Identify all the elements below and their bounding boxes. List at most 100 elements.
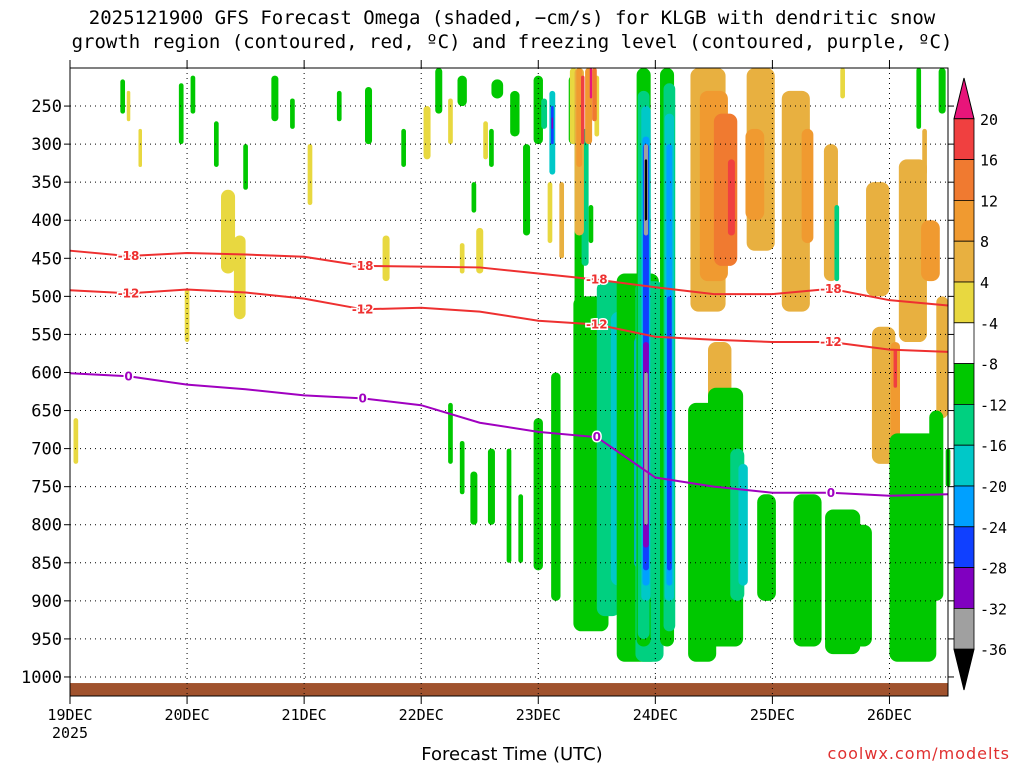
omega-cell <box>221 189 236 274</box>
omega-cell <box>936 296 948 419</box>
omega-cell <box>382 235 390 282</box>
x-tick-label: 25DEC <box>750 706 795 724</box>
colorbar-label: -28 <box>980 560 1007 578</box>
colorbar: 20 16 12 8 4 -4 -8 -12 -16 -20 -24 -28 -32 -36 <box>953 77 1007 691</box>
omega-cell <box>541 98 548 129</box>
colorbar-swatch <box>953 485 975 528</box>
contour-label: 0 <box>358 391 366 405</box>
y-tick-label: 800 <box>31 516 62 536</box>
omega-cell <box>580 75 585 145</box>
colorbar-label: 12 <box>980 192 998 210</box>
omega-cell <box>336 90 342 122</box>
colorbar-swatch <box>953 281 975 324</box>
omega-cell <box>448 98 453 145</box>
omega-cell <box>533 418 543 571</box>
y-tick-label: 900 <box>31 592 62 612</box>
title-line-2: growth region (contoured, red, ºC) and f… <box>71 31 953 53</box>
y-tick-label: 650 <box>31 402 62 422</box>
contour-freezing-level <box>69 372 949 497</box>
omega-cell <box>938 68 946 114</box>
omega-cell <box>667 296 672 571</box>
colorbar-swatch <box>953 444 975 487</box>
omega-cell <box>435 68 443 114</box>
contour-dgz <box>69 288 949 353</box>
omega-cell <box>757 494 776 601</box>
omega-cell <box>518 494 524 563</box>
omega-cell <box>73 418 79 464</box>
omega-cell <box>483 121 488 160</box>
contour-label: 0 <box>593 430 601 444</box>
x-tick-label: 21DEC <box>282 706 327 724</box>
omega-cell <box>401 128 406 167</box>
omega-cell <box>459 243 465 274</box>
x-tick-label: 22DEC <box>399 706 444 724</box>
omega-shading <box>70 68 951 696</box>
colorbar-swatch <box>953 403 975 446</box>
contour-label: -12 <box>118 286 140 300</box>
omega-cell <box>365 87 373 145</box>
omega-cell <box>801 128 814 244</box>
contour-label: -18 <box>118 249 140 263</box>
x-tick-label: 20DEC <box>164 706 209 724</box>
colorbar-swatch <box>953 567 975 609</box>
omega-cell <box>644 159 648 221</box>
omega-cell <box>840 68 845 99</box>
omega-cell <box>916 68 922 129</box>
omega-cell <box>890 342 901 449</box>
omega-cell <box>871 326 896 464</box>
year-label: 2025 <box>52 724 88 742</box>
contour-label: -18 <box>586 273 608 287</box>
omega-cell <box>893 349 898 388</box>
y-tick-label: 250 <box>31 97 62 117</box>
colorbar-label: -36 <box>980 641 1007 659</box>
y-tick-label: 500 <box>31 287 62 307</box>
colorbar-swatch <box>953 240 975 283</box>
colorbar-swatch <box>953 363 975 405</box>
omega-cell <box>589 68 593 99</box>
omega-cell <box>506 448 512 563</box>
credit-link[interactable]: coolwx.com/modelts <box>827 744 1010 763</box>
omega-cell <box>588 205 594 244</box>
colorbar-swatch <box>953 159 975 201</box>
omega-cell <box>929 410 944 601</box>
omega-cell <box>848 524 872 647</box>
y-tick-label: 550 <box>31 325 62 345</box>
omega-cell <box>233 235 246 320</box>
omega-cell <box>271 75 279 122</box>
colorbar-label: -24 <box>980 519 1007 537</box>
y-tick-label: 1000 <box>21 668 62 688</box>
axes: 250 300 350 400 450 500 550 600 650 700 750 800 850 9… <box>21 60 954 742</box>
title-line-1: 2025121900 GFS Forecast Omega (shaded, −… <box>88 7 936 29</box>
colorbar-label: 20 <box>980 111 998 129</box>
colorbar-label: -12 <box>980 396 1007 414</box>
x-tick-label: 26DEC <box>867 706 912 724</box>
contour-label: -18 <box>820 282 842 296</box>
colorbar-label: -20 <box>980 478 1007 496</box>
omega-cell <box>922 128 927 175</box>
x-tick-label: 23DEC <box>516 706 561 724</box>
omega-cell <box>178 83 184 145</box>
omega-cell <box>190 75 196 114</box>
contour-label: -18 <box>352 259 374 273</box>
colorbar-arrow-top <box>953 77 975 120</box>
omega-cell <box>470 471 478 525</box>
plot-frame <box>69 67 949 697</box>
colorbar-swatch <box>953 199 975 242</box>
omega-cell <box>476 227 484 274</box>
y-tick-label: 600 <box>31 363 62 383</box>
colorbar-label: -4 <box>980 315 998 333</box>
colorbar-label: 16 <box>980 152 998 170</box>
contour-label: -12 <box>586 318 608 332</box>
y-tick-label: 400 <box>31 211 62 231</box>
y-tick-label: 350 <box>31 173 62 193</box>
omega-cell <box>559 182 565 259</box>
omega-cell <box>243 144 248 190</box>
omega-cell <box>738 463 748 586</box>
omega-cell <box>491 79 504 99</box>
contour-lines: -18 -18 -18 -18 -12 -12 -12 -12 0 0 0 0 <box>69 248 949 501</box>
omega-cell <box>489 128 494 167</box>
omega-cell <box>533 75 543 145</box>
omega-cell <box>921 220 940 282</box>
contour-label: -12 <box>820 335 842 349</box>
